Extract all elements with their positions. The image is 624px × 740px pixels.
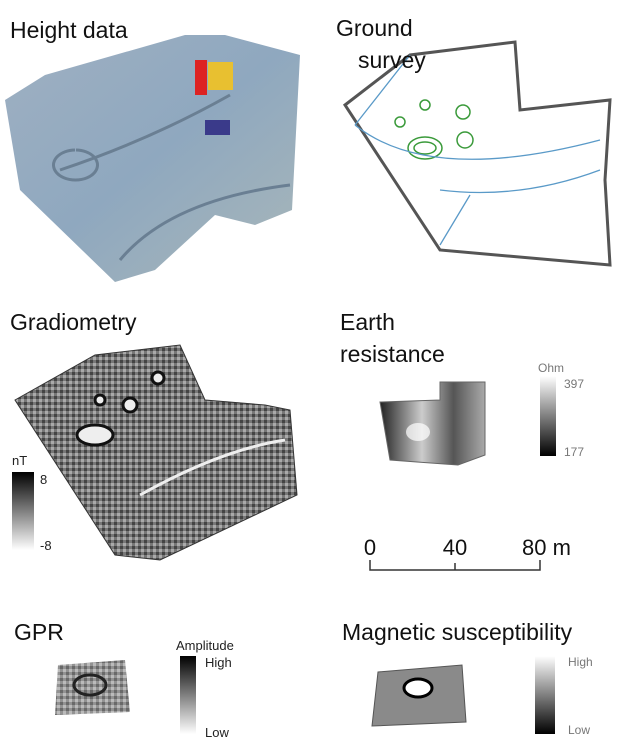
scale-label: 0	[364, 535, 376, 560]
legend-bar	[180, 656, 196, 734]
panel-title: survey	[358, 47, 426, 73]
scale-label: 80 m	[522, 535, 571, 560]
resistance-map	[380, 382, 485, 465]
building	[208, 62, 233, 90]
panel-title: Height data	[10, 17, 128, 43]
survey-outline	[345, 42, 610, 265]
legend-min: -8	[40, 538, 52, 553]
legend-min: Low	[205, 725, 229, 740]
panel-title: GPR	[14, 619, 64, 645]
height-map	[5, 35, 300, 282]
panel-title: Earth	[340, 309, 395, 335]
legend-unit: Amplitude	[176, 638, 234, 653]
figure: Height data Ground survey Gradiometry nT…	[0, 0, 624, 740]
legend-unit: Ohm	[538, 361, 564, 375]
legend-max: 8	[40, 472, 47, 487]
legend-unit: nT	[12, 453, 27, 468]
panel-title: resistance	[340, 341, 445, 367]
susceptibility-feature	[404, 679, 432, 697]
building	[205, 120, 230, 135]
resistance-feature	[406, 423, 430, 441]
panel-title: Magnetic susceptibility	[342, 619, 573, 645]
scale-label: 40	[443, 535, 467, 560]
gpr-map	[55, 660, 130, 715]
building	[195, 60, 207, 95]
scale-bar	[370, 560, 540, 570]
legend-bar	[535, 656, 555, 734]
panel-title: Gradiometry	[10, 309, 137, 335]
panel-title: Ground	[336, 15, 413, 41]
legend-bar	[12, 472, 34, 550]
legend-max: High	[205, 655, 232, 670]
legend-max: 397	[564, 377, 584, 391]
legend-min: 177	[564, 445, 584, 459]
legend-bar	[540, 376, 556, 456]
legend-min: Low	[568, 723, 590, 737]
legend-max: High	[568, 655, 593, 669]
